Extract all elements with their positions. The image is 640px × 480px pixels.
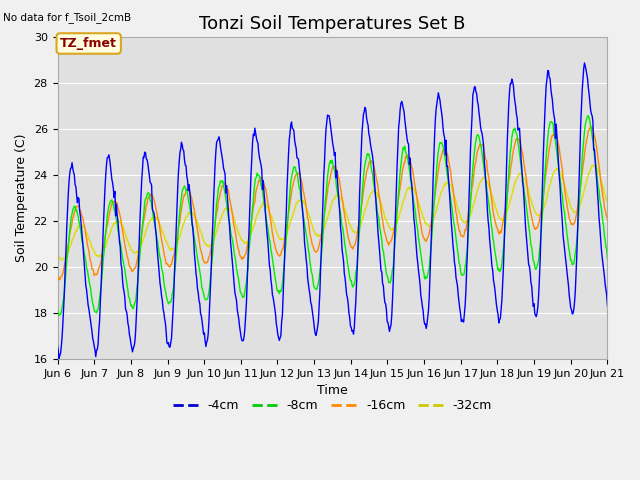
Y-axis label: Soil Temperature (C): Soil Temperature (C): [15, 134, 28, 263]
Text: No data for f_Tsoil_2cmB: No data for f_Tsoil_2cmB: [3, 12, 131, 23]
Title: Tonzi Soil Temperatures Set B: Tonzi Soil Temperatures Set B: [199, 15, 466, 33]
Legend: -4cm, -8cm, -16cm, -32cm: -4cm, -8cm, -16cm, -32cm: [168, 394, 497, 417]
Text: TZ_fmet: TZ_fmet: [60, 37, 117, 50]
X-axis label: Time: Time: [317, 384, 348, 397]
